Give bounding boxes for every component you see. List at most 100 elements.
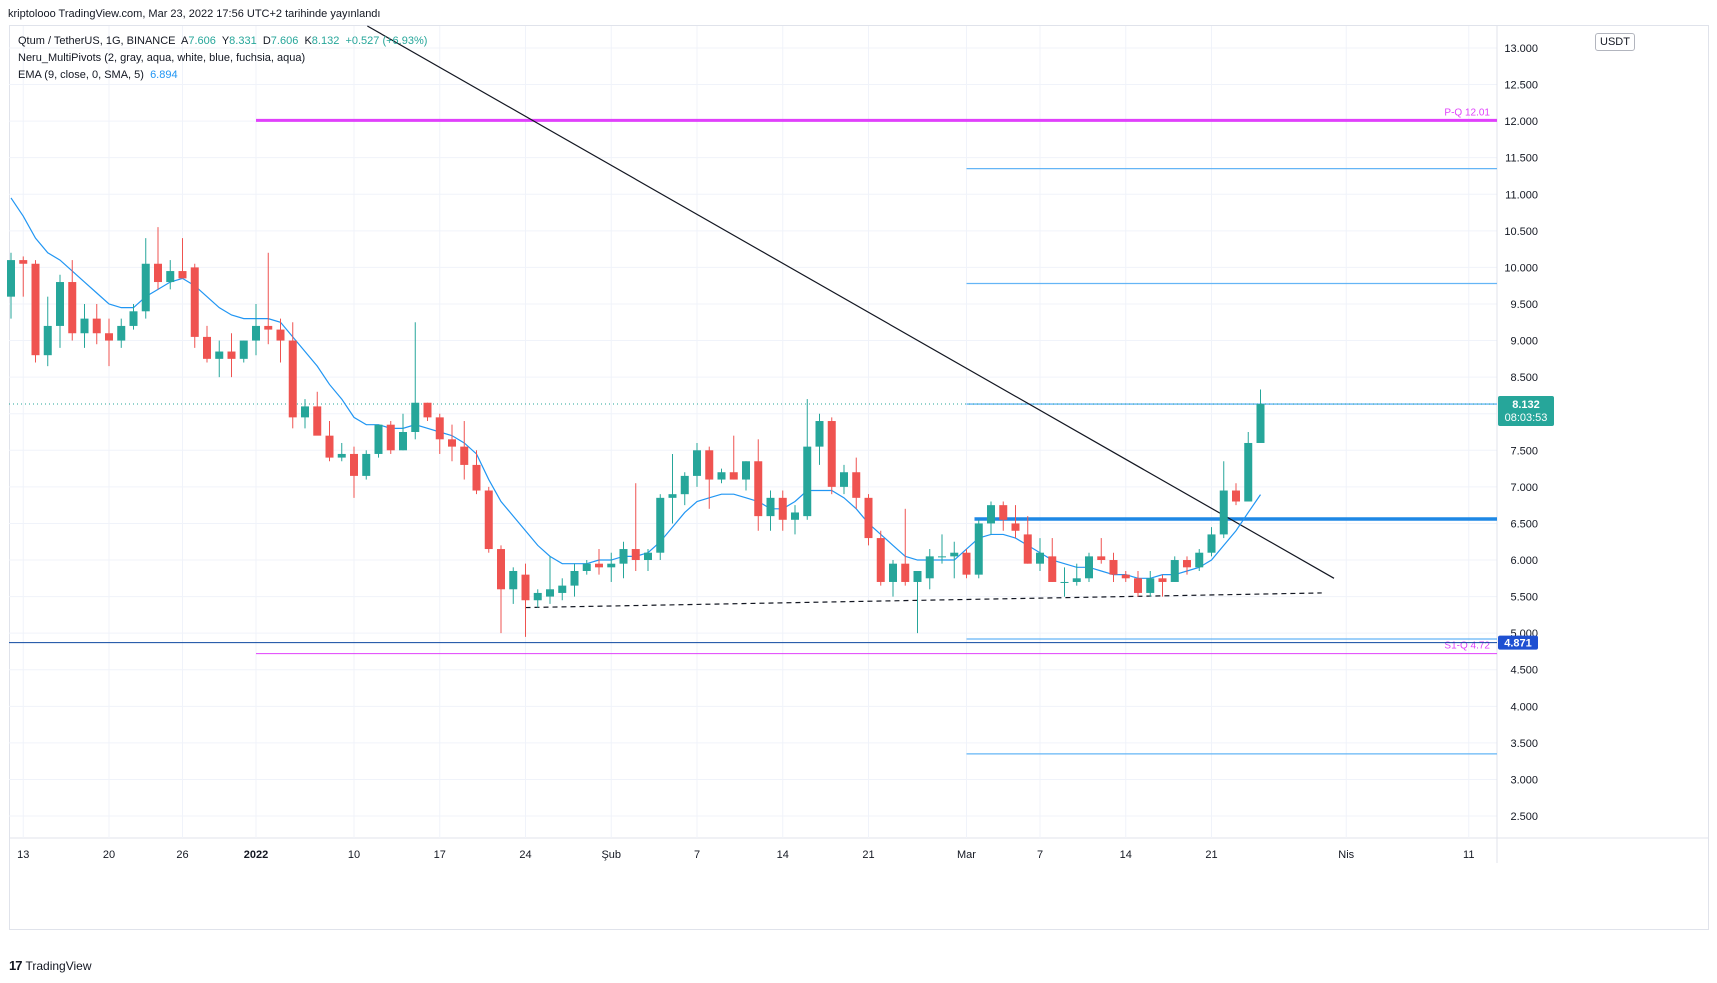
x-tick-label: 11 — [1463, 849, 1474, 861]
candle-body — [105, 333, 113, 341]
close-label: K — [304, 35, 312, 47]
x-tick-label: 10 — [348, 849, 360, 861]
candle-body — [668, 494, 677, 498]
candle-body — [1195, 552, 1204, 568]
candle-body — [178, 271, 187, 279]
y-tick-label: 5.500 — [1510, 592, 1538, 604]
candle-body — [595, 563, 603, 568]
x-tick-label: 14 — [1120, 849, 1132, 861]
x-tick-label: Nis — [1338, 849, 1354, 861]
legend-pivots-row[interactable]: Neru_MultiPivots (2, gray, aqua, white, … — [18, 52, 306, 64]
candle-body — [7, 260, 15, 297]
candle-body — [999, 505, 1008, 520]
candle-body — [203, 336, 211, 359]
footer-brand: 17 TradingView — [9, 958, 92, 973]
pivot-level-label: S1-Q 4.72 — [1444, 641, 1490, 652]
x-tick-label: 7 — [694, 849, 700, 861]
candle-body — [19, 260, 28, 264]
candle-body — [215, 351, 224, 359]
candle-body — [680, 475, 689, 495]
candle-body — [656, 497, 665, 553]
candle-body — [313, 406, 322, 436]
candle-body — [815, 421, 824, 447]
candle-body — [962, 552, 971, 575]
chart-frame — [9, 25, 1709, 930]
candle-body — [925, 556, 934, 579]
candle-body — [521, 574, 530, 601]
pivot-levels: P-Q 12.01 S1-Q 4.72 — [9, 107, 1497, 755]
y-tick-label: 9.500 — [1510, 299, 1538, 311]
candle-countdown: 08:03:53 — [1505, 412, 1548, 424]
candle-body — [239, 340, 248, 359]
candle-body — [43, 325, 52, 356]
candle-body — [288, 340, 297, 418]
candle-body — [1134, 578, 1142, 593]
drawn-lines — [367, 25, 1335, 609]
candle-body — [1121, 574, 1130, 579]
candle-body — [386, 424, 395, 451]
open-value: 7.606 — [188, 35, 216, 47]
x-tick-label: Mar — [957, 849, 976, 861]
candle-body — [1023, 534, 1032, 564]
candle-body — [227, 351, 236, 359]
candle-body — [1207, 534, 1216, 553]
candle-body — [117, 325, 126, 341]
candle-body — [31, 263, 40, 356]
y-axis: 2.5003.0003.5004.0004.5005.0005.5006.000… — [1504, 43, 1538, 823]
candle-body — [693, 450, 701, 476]
candle-body — [1072, 578, 1081, 582]
candle-body — [864, 497, 873, 539]
y-tick-label: 3.000 — [1510, 774, 1538, 786]
candle-body — [1183, 560, 1191, 568]
last-price-value: 8.132 — [1512, 399, 1540, 411]
brand-text: TradingView — [25, 958, 92, 973]
x-tick-label: 17 — [434, 849, 446, 861]
candle-body — [705, 450, 714, 480]
y-tick-label: 7.000 — [1510, 482, 1538, 494]
candle-body — [92, 318, 101, 334]
candle-body — [1036, 552, 1044, 564]
candle-body — [56, 282, 64, 326]
candle-body — [1170, 560, 1179, 582]
candle-body — [950, 552, 959, 557]
change-value: +0.527 (+6.93%) — [345, 35, 428, 47]
candle-body — [729, 472, 738, 480]
candle-body — [558, 585, 567, 593]
support-dashed-line — [525, 592, 1322, 609]
symbol-title: Qtum / TetherUS, 1G, BINANCE — [18, 35, 176, 47]
candle-body — [362, 453, 371, 476]
low-price-tag — [1498, 635, 1538, 650]
candle-body — [974, 523, 983, 575]
candle-body — [435, 417, 444, 440]
y-tick-label: 4.000 — [1510, 701, 1538, 713]
currency-button[interactable]: USDT — [1595, 33, 1635, 51]
candle-body — [68, 282, 77, 334]
candle-body — [742, 461, 750, 480]
pivot-level-label: P-Q 12.01 — [1444, 107, 1490, 118]
y-tick-label: 6.500 — [1510, 518, 1538, 530]
candle-body — [582, 563, 591, 571]
candle-body — [778, 497, 787, 520]
grid — [9, 26, 1709, 863]
published-header: kriptolooo TradingView.com, Mar 23, 2022… — [8, 8, 381, 20]
candle-body — [264, 325, 273, 330]
candle-body — [987, 505, 995, 524]
candle-body — [154, 263, 162, 283]
candle-body — [399, 432, 407, 451]
y-tick-label: 11.500 — [1505, 153, 1538, 165]
x-tick-label: 20 — [103, 849, 115, 861]
legend-ema-row[interactable]: EMA (9, close, 0, SMA, 5) 6.894 — [18, 67, 427, 84]
open-label: A — [181, 35, 189, 47]
y-tick-label: 2.500 — [1510, 811, 1538, 823]
x-tick-label: 2022 — [244, 849, 268, 861]
candle-body — [1085, 556, 1093, 579]
candle-body — [129, 311, 138, 326]
candle-body — [497, 549, 505, 590]
y-tick-label: 4.500 — [1510, 665, 1538, 677]
legend-symbol-row[interactable]: Qtum / TetherUS, 1G, BINANCE A7.606 Y8.3… — [18, 33, 427, 50]
ema-value: 6.894 — [150, 69, 178, 81]
candle-body — [619, 549, 628, 564]
x-axis: 13 20 26 2022 10 17 24 Şub 7 14 21 Mar 7 14 21 Nis 11 — [17, 849, 1474, 861]
candle-body — [190, 267, 199, 337]
